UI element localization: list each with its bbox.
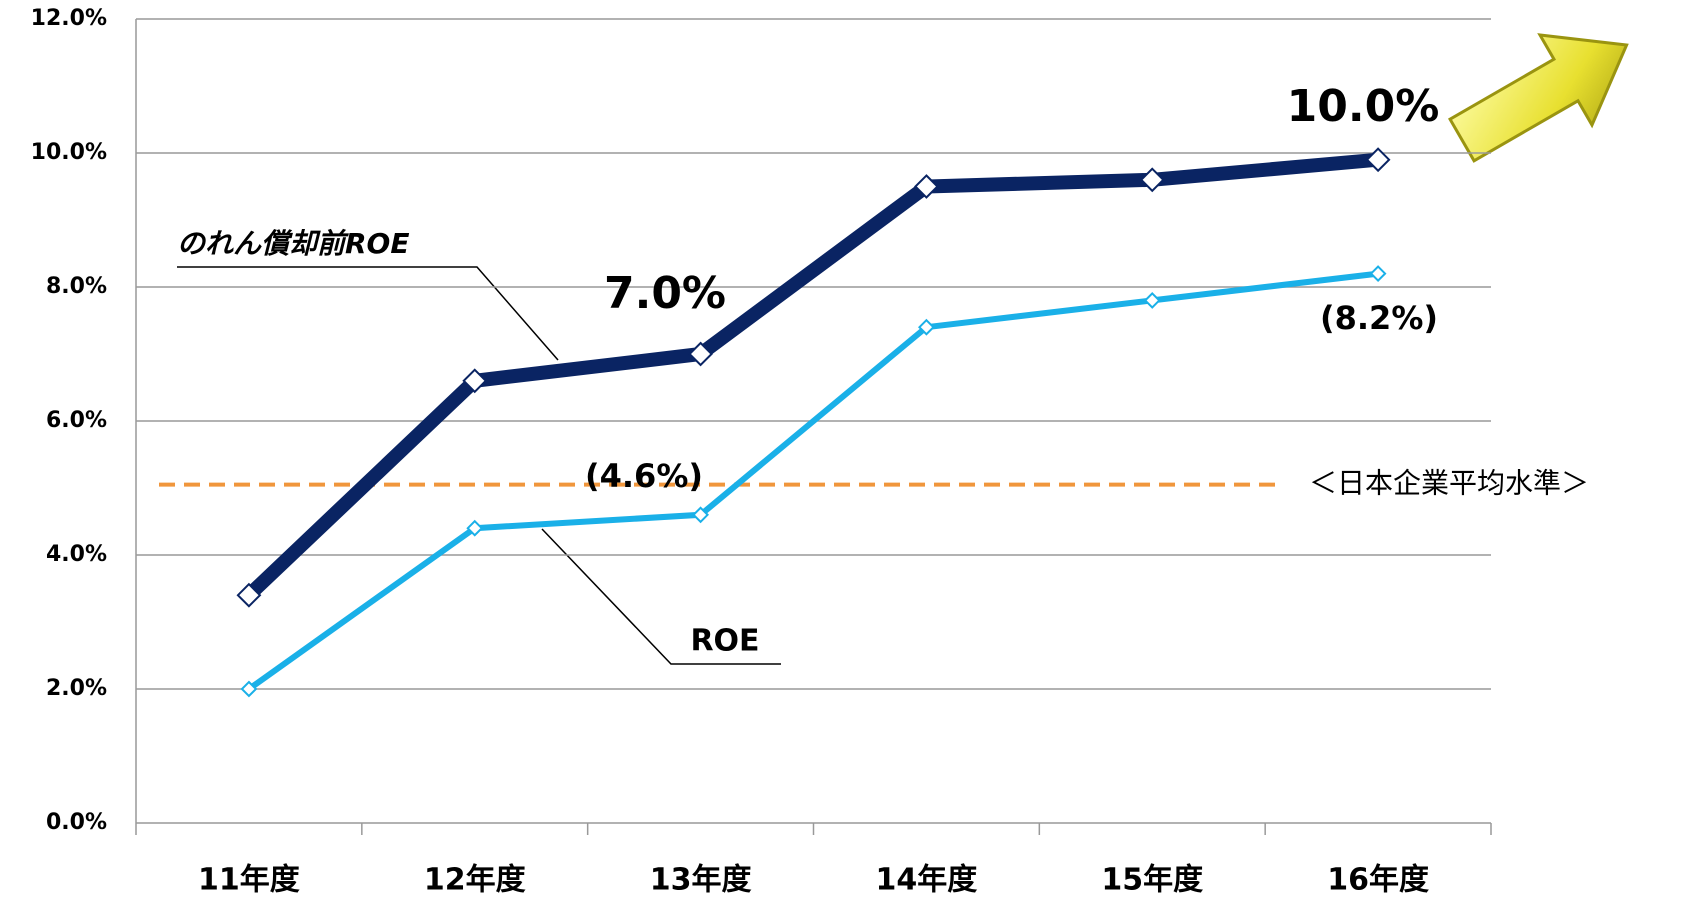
annotation: (4.6%)	[585, 457, 703, 495]
y-tick-label: 10.0%	[31, 140, 107, 165]
y-tick-label: 4.0%	[46, 542, 107, 567]
chart: 0.0% 2.0% 4.0% 6.0% 8.0% 10.0% 12.0% 11年度 12年度 13…	[0, 0, 1682, 912]
series-label: ROE	[690, 624, 759, 659]
y-tick-label: 0.0%	[46, 810, 107, 835]
series-label: のれん償却前ROE	[177, 227, 410, 260]
series-line	[249, 274, 1378, 689]
y-tick-label: 2.0%	[46, 676, 107, 701]
series-line	[249, 160, 1378, 596]
page: 0.0% 2.0% 4.0% 6.0% 8.0% 10.0% 12.0% 11年度 12年度 13…	[0, 0, 1682, 912]
y-tick-label: 6.0%	[46, 408, 107, 433]
x-tick-label: 12年度	[424, 863, 526, 898]
annotation: 7.0%	[604, 268, 726, 319]
y-tick-label: 12.0%	[31, 6, 107, 31]
x-tick-label: 16年度	[1327, 863, 1429, 898]
trend-arrow	[1436, 0, 1653, 185]
x-tick-label: 14年度	[876, 863, 978, 898]
annotation: (8.2%)	[1320, 299, 1438, 337]
x-tick-label: 11年度	[198, 863, 300, 898]
y-tick-label: 8.0%	[46, 274, 107, 299]
x-tick-label: 13年度	[650, 863, 752, 898]
annotation: 10.0%	[1287, 81, 1440, 132]
reference-label: ＜日本企業平均水準＞	[1309, 467, 1589, 500]
marker	[1371, 267, 1385, 281]
marker	[1145, 293, 1159, 307]
x-tick-label: 15年度	[1101, 863, 1203, 898]
